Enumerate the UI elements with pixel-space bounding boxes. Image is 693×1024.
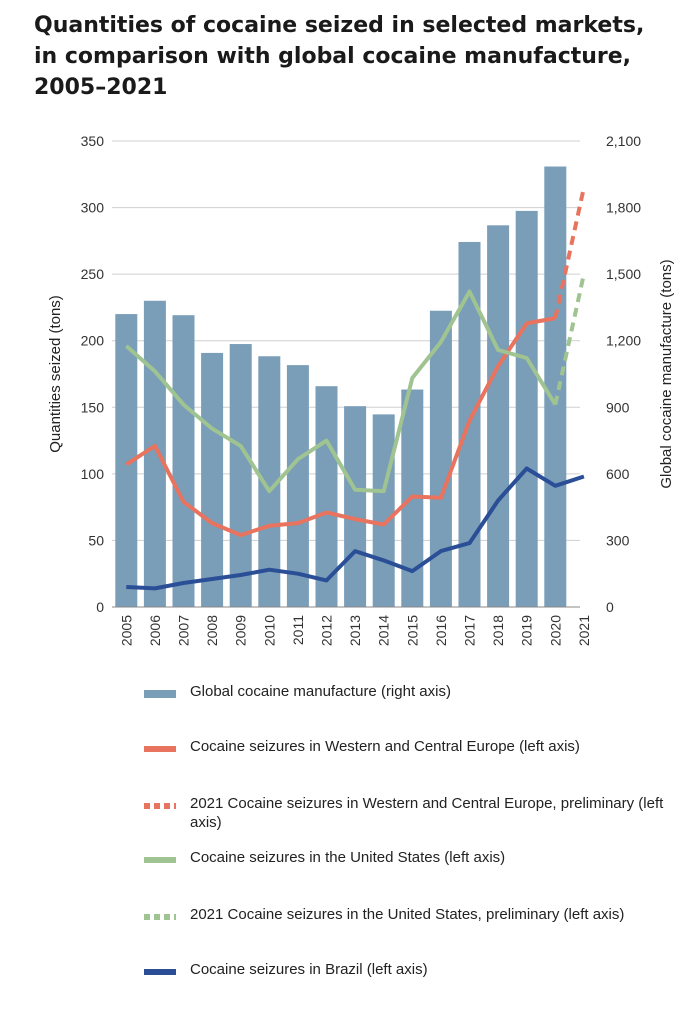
y-tick-label-right: 0 [606,599,614,615]
series-line-preliminary [553,187,586,319]
y-tick-label-right: 900 [606,399,630,415]
bar [229,344,252,607]
legend-label: Cocaine seizures in Western and Central … [190,738,580,755]
series-line [125,316,556,538]
x-tick-label: 2015 [404,615,420,646]
series-line-preliminary [553,273,586,406]
series-line [124,289,558,494]
x-tick-label: 2017 [462,615,478,646]
bar [344,406,367,607]
line-series [124,187,586,591]
chart-plot: 0 0 50 300 100 600 150 900 200 1,200 250 1,500 300 1,… [47,133,675,646]
legend-item-europe: Cocaine seizures in Western and Central … [144,737,684,756]
legend-swatch-dashed [144,803,176,809]
y-axis-title-right: Global cocaine manufacture (tons) [658,259,675,488]
bar [429,310,452,607]
y-tick-label-left: 350 [81,133,105,149]
x-tick-label: 2021 [576,615,592,646]
legend-item-brazil: Cocaine seizures in Brazil (left axis) [144,960,684,979]
x-tick-label: 2012 [319,615,335,646]
legend-label: Cocaine seizures in Brazil (left axis) [190,961,428,978]
legend-label: 2021 Cocaine seizures in the United Stat… [190,906,625,923]
x-tick-label: 2019 [519,615,535,646]
legend-label: Global cocaine manufacture (right axis) [190,683,451,700]
y-tick-label-left: 50 [88,532,104,548]
y-tick-label-right: 2,100 [606,133,641,149]
x-tick-label: 2018 [490,615,506,646]
tick-labels: 0 0 50 300 100 600 150 900 200 1,200 250 1,500 300 1,… [81,133,642,646]
x-tick-label: 2020 [547,615,563,646]
bar [315,386,338,607]
x-tick-label: 2008 [204,615,220,646]
x-tick-label: 2013 [347,615,363,646]
x-tick-label: 2016 [433,615,449,646]
y-tick-label-right: 1,500 [606,266,641,282]
y-tick-label-right: 600 [606,466,630,482]
chart-title: Quantities of cocaine seized in selected… [34,13,645,100]
y-tick-label-left: 150 [81,399,105,415]
legend-item-us: Cocaine seizures in the United States (l… [144,848,684,867]
bar [487,225,510,608]
y-tick-label-left: 300 [81,200,105,216]
x-tick-label: 2010 [261,615,277,646]
legend-label: 2021 Cocaine seizures in Western and Cen… [190,795,664,831]
legend-swatch-line [144,857,176,863]
y-tick-label-left: 200 [81,333,105,349]
legend-label: Cocaine seizures in the United States (l… [190,849,506,866]
legend-item-europe-2021: 2021 Cocaine seizures in Western and Cen… [144,794,684,832]
bar [115,314,138,607]
x-tick-label: 2011 [290,615,306,645]
legend-item-us-2021: 2021 Cocaine seizures in the United Stat… [144,905,684,924]
x-tick-label: 2014 [376,615,392,646]
y-tick-label-right: 300 [606,532,630,548]
x-tick-label: 2009 [233,615,249,646]
legend-swatch-line [144,969,176,975]
bar [172,315,195,607]
y-axis-title-left: Quantities seized (tons) [47,295,64,453]
y-tick-label-left: 100 [81,466,105,482]
legend-item-manufacture: Global cocaine manufacture (right axis) [144,682,684,701]
y-tick-label-right: 1,200 [606,333,641,349]
bar [544,166,567,607]
x-tick-label: 2006 [147,615,163,646]
bar [515,210,538,607]
series-line [126,466,585,591]
x-tick-label: 2007 [176,615,192,646]
legend-swatch-line [144,746,176,752]
bar [258,356,281,607]
bar [201,352,224,607]
bar [286,365,309,607]
legend-swatch-bar [144,690,176,698]
legend-swatch-dashed [144,914,176,920]
y-tick-label-left: 0 [96,599,104,615]
bar [143,300,166,607]
y-tick-label-left: 250 [81,266,105,282]
x-tick-label: 2005 [118,615,134,646]
y-tick-label-right: 1,800 [606,200,641,216]
bar [372,414,395,607]
